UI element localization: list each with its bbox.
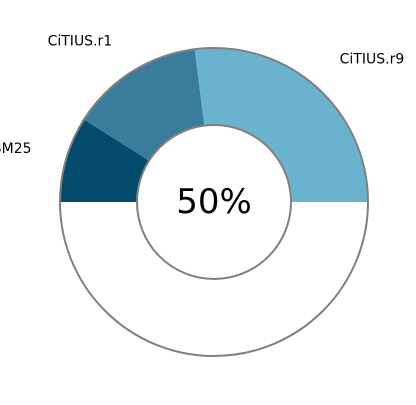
slice-label-bm25: BM25 bbox=[0, 141, 32, 157]
inner-ring-outline bbox=[136, 124, 292, 280]
slice-label-citius-r1: CiTIUS.r1 bbox=[48, 34, 113, 50]
labels-layer: BM25 CiTIUS.r1 CiTIUS.r9 bbox=[0, 34, 404, 157]
outer-ring-outline bbox=[59, 47, 369, 357]
slice-remainder bbox=[60, 202, 368, 356]
slice-label-citius-r9: CiTIUS.r9 bbox=[340, 51, 405, 67]
slice-citius-r9 bbox=[194, 48, 368, 203]
center-label: 50% bbox=[176, 182, 252, 222]
slices-layer bbox=[59, 47, 369, 357]
slice-citius-r1 bbox=[83, 49, 205, 161]
slice-bm25 bbox=[60, 119, 149, 202]
